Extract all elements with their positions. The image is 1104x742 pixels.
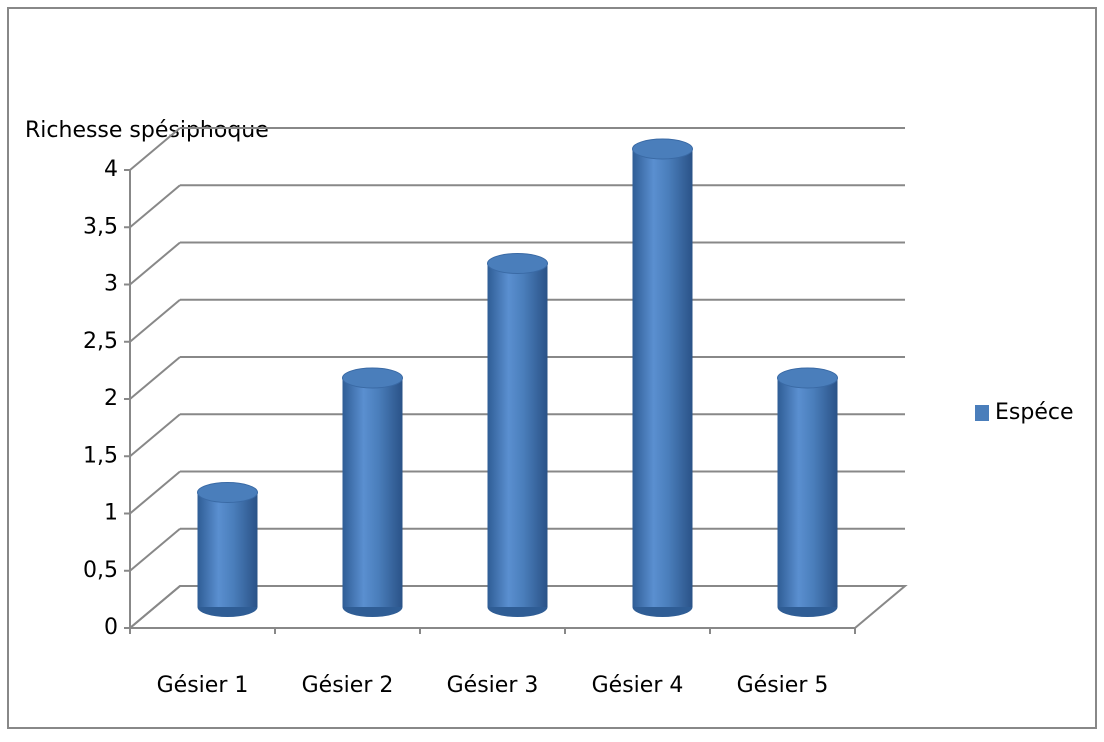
side-grid-line (129, 241, 181, 286)
y-tick-label: 2 (104, 386, 118, 411)
x-tick-label: Gésier 2 (302, 673, 394, 698)
side-grid-line (129, 356, 181, 400)
y-tick-label: 3 (104, 272, 118, 297)
y-tick-label: 1 (104, 501, 118, 526)
y-axis-label: Richesse spésiphoque (25, 118, 269, 143)
side-grid-line (129, 184, 181, 229)
x-tick-label: Gésier 5 (737, 673, 829, 698)
side-grid-line (129, 127, 181, 171)
y-tick-label: 1,5 (83, 443, 118, 468)
cylinder-top (487, 253, 548, 274)
bar (632, 149, 693, 607)
cylinder-top (632, 138, 693, 160)
side-grid-line (129, 298, 181, 343)
cylinder-top (777, 367, 838, 389)
side-grid-line (129, 470, 181, 515)
cylinder-top (197, 482, 258, 503)
legend-label: Espéce (995, 400, 1074, 425)
side-grid-line (129, 527, 181, 572)
y-tick-label: 3,5 (83, 214, 118, 239)
legend-swatch (975, 405, 989, 421)
bar (777, 378, 838, 607)
x-tick-label: Gésier 3 (447, 673, 539, 698)
side-grid-line (129, 585, 181, 629)
bar (342, 378, 403, 607)
side-grid-line (129, 413, 181, 458)
cylinder-top (342, 367, 403, 389)
y-tick-label: 2,5 (83, 329, 118, 354)
x-tick-label: Gésier 1 (157, 673, 249, 698)
bar (487, 263, 548, 607)
bar (197, 492, 258, 607)
y-tick-label: 4 (104, 157, 118, 182)
y-tick-label: 0 (104, 615, 118, 640)
x-tick-label: Gésier 4 (592, 673, 684, 698)
y-tick-label: 0,5 (83, 558, 118, 583)
chart-frame (7, 7, 1097, 729)
